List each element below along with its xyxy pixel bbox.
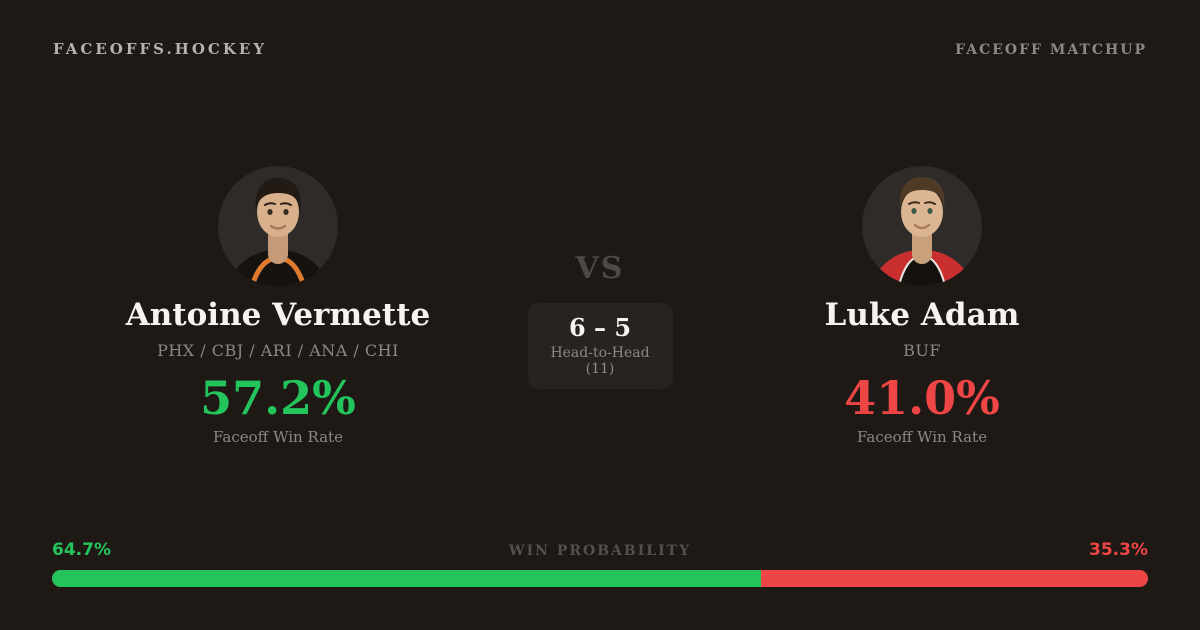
win-probability-fill [52,570,762,587]
player-right: Luke Adam BUF 41.0% Faceoff Win Rate [702,166,1142,446]
matchup-body: Antoine Vermette PHX / CBJ / ARI / ANA /… [0,166,1200,446]
head-to-head-box: 6 – 5 Head-to-Head (11) [527,303,673,389]
player-right-avatar [862,166,982,286]
win-probability-bar [52,570,1148,587]
player-left: Antoine Vermette PHX / CBJ / ARI / ANA /… [58,166,498,446]
player-left-avatar [218,166,338,286]
player-right-teams: BUF [903,340,941,360]
player-left-win-rate-label: Faceoff Win Rate [213,427,343,446]
player-right-win-rate-label: Faceoff Win Rate [857,427,987,446]
page-label: FACEOFF MATCHUP [955,42,1147,58]
player-right-win-rate: 41.0% [844,370,1000,425]
win-probability-right-pct: 35.3% [1089,540,1148,560]
matchup-center: VS 6 – 5 Head-to-Head (11) [498,166,702,389]
vs-label: VS [575,251,625,286]
player-left-teams: PHX / CBJ / ARI / ANA / CHI [157,340,399,360]
brand: FACEOFFS.HOCKEY [53,40,268,58]
win-probability-title: WIN PROBABILITY [508,543,692,559]
win-probability-left-pct: 64.7% [52,540,111,560]
head-to-head-score: 6 – 5 [568,313,632,342]
player-right-name: Luke Adam [824,297,1020,333]
player-left-headshot-icon [218,166,338,286]
head-to-head-label: Head-to-Head (11) [550,345,650,377]
win-probability-section: 64.7% WIN PROBABILITY 35.3% [52,540,1148,587]
win-probability-labels: 64.7% WIN PROBABILITY 35.3% [52,540,1148,560]
player-right-headshot-icon [862,166,982,286]
player-left-win-rate: 57.2% [200,370,356,425]
player-left-name: Antoine Vermette [125,297,431,333]
header: FACEOFFS.HOCKEY FACEOFF MATCHUP [0,0,1200,58]
